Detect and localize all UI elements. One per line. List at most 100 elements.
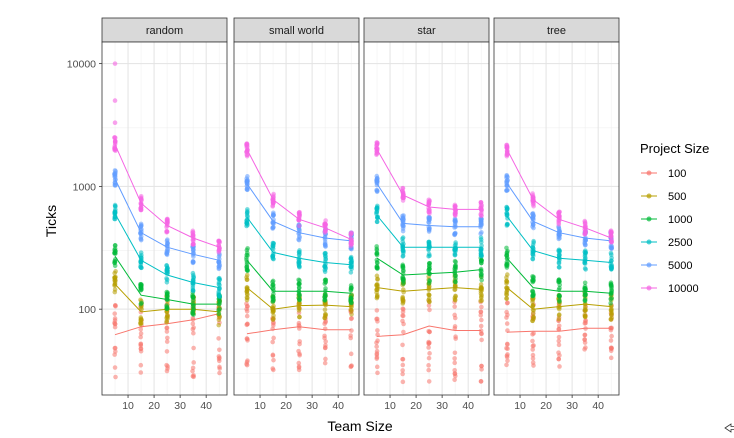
facet-panel-random: random 10 20 30 40 [101, 17, 228, 412]
data-point [112, 270, 117, 276]
data-point [270, 256, 276, 261]
data-point [556, 327, 561, 332]
data-point [217, 364, 222, 370]
data-point [400, 250, 406, 256]
data-point [323, 313, 328, 318]
data-point [165, 335, 170, 341]
data-point [112, 139, 118, 144]
data-point [190, 241, 196, 246]
panel-border [493, 41, 620, 396]
data-point [297, 264, 302, 269]
y-axis: 100 1000 10000 [67, 59, 102, 316]
data-point [505, 312, 510, 318]
data-point [138, 223, 144, 229]
legend-key-point [646, 239, 652, 245]
data-point [322, 281, 328, 286]
series-mean-line [506, 149, 612, 239]
x-tick-label: 30 [174, 400, 186, 412]
data-point [374, 352, 380, 358]
data-point [164, 329, 170, 334]
data-point [164, 349, 170, 354]
data-point [557, 353, 562, 358]
data-point [504, 245, 509, 251]
data-point [400, 313, 405, 318]
data-point [531, 291, 536, 297]
data-point [216, 291, 221, 296]
data-point [530, 221, 536, 227]
data-point [530, 211, 535, 217]
outlier-point [112, 61, 118, 66]
data-point [297, 248, 302, 253]
data-point [609, 325, 615, 331]
data-point [530, 343, 536, 349]
data-point [190, 288, 196, 293]
data-point [400, 239, 406, 244]
data-point [479, 337, 484, 343]
series-mean-line [114, 213, 220, 289]
data-point [322, 230, 328, 235]
panel-background [494, 42, 619, 395]
data-point [400, 379, 406, 385]
x-axis-title: Team Size [327, 418, 393, 434]
data-point [374, 273, 380, 279]
series-mean-line [246, 259, 352, 294]
data-point [400, 263, 406, 269]
data-point [138, 316, 144, 322]
data-point [375, 277, 380, 282]
data-point [452, 297, 458, 302]
data-point [452, 287, 457, 293]
data-point [374, 348, 380, 354]
data-point [348, 300, 354, 306]
x-tick-label: 30 [306, 400, 318, 412]
data-point [479, 304, 484, 310]
data-point [505, 300, 510, 306]
data-point [245, 246, 250, 251]
data-point [112, 345, 118, 351]
data-point [164, 289, 170, 295]
data-point [165, 364, 170, 369]
data-point [556, 338, 562, 344]
series-mean-line [376, 325, 482, 337]
legend-label: 2500 [668, 237, 692, 249]
data-point [296, 223, 302, 229]
data-point [297, 228, 302, 233]
series-2500 [374, 203, 485, 259]
data-point [504, 281, 509, 286]
data-point [217, 282, 222, 288]
data-point [323, 254, 328, 259]
data-point [505, 352, 510, 357]
outlier-point [112, 120, 118, 126]
data-point [374, 251, 380, 256]
y-tick-label: 100 [78, 304, 96, 316]
legend-label: 100 [668, 168, 686, 180]
data-point [191, 373, 196, 378]
data-point [191, 306, 196, 312]
data-point [322, 298, 328, 303]
series-1000 [374, 244, 484, 287]
panel-background [102, 42, 227, 395]
data-point [427, 292, 432, 298]
data-point [190, 294, 196, 299]
data-point [244, 220, 250, 226]
data-point [427, 307, 432, 313]
x-tick-label: 40 [592, 400, 604, 412]
data-point [348, 333, 353, 338]
data-point [557, 364, 562, 369]
data-point [349, 363, 354, 369]
data-point [452, 350, 458, 356]
legend-key-point [646, 193, 652, 199]
x-tick-label: 30 [436, 400, 448, 412]
data-point [244, 153, 250, 159]
legend-item-10000: 10000 [641, 283, 699, 295]
data-point [138, 331, 144, 336]
series-2500 [504, 204, 615, 272]
data-point [374, 244, 379, 249]
data-point [608, 250, 614, 256]
data-point [478, 250, 484, 256]
data-point [479, 317, 484, 323]
y-tick-label: 10000 [67, 59, 96, 71]
data-point [530, 297, 536, 303]
data-point [216, 356, 222, 362]
data-point [270, 352, 276, 358]
data-point [452, 360, 458, 366]
